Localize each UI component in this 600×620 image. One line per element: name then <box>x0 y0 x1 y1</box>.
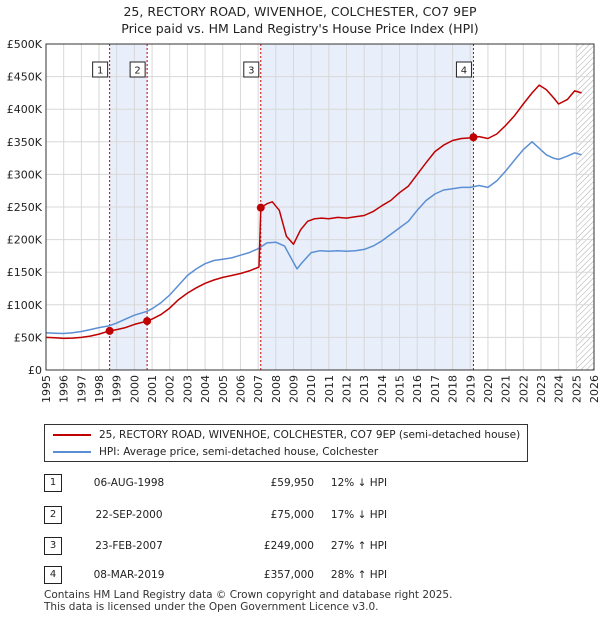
x-tick-label: 2016 <box>411 375 424 403</box>
x-tick-label: 2006 <box>234 375 247 403</box>
hpi-line <box>45 141 582 335</box>
x-tick-label: 1997 <box>75 375 88 403</box>
sale-badge <box>455 61 472 78</box>
transaction-price: £357,000 <box>263 569 314 581</box>
x-tick-label: 2012 <box>341 375 354 403</box>
sale-point <box>256 203 265 212</box>
sale-badge <box>129 61 146 78</box>
chart-title-line1: 25, RECTORY ROAD, WIVENHOE, COLCHESTER, … <box>123 4 477 19</box>
sale-badge-label: 1 <box>97 66 103 77</box>
legend-hpi-label: HPI: Average price, semi-detached house,… <box>99 446 379 458</box>
x-tick-label: 2008 <box>270 375 283 403</box>
x-tick-label: 1998 <box>93 375 106 403</box>
x-tick-label: 2019 <box>464 375 477 403</box>
transaction-price: £75,000 <box>270 509 314 521</box>
x-tick-label: 2018 <box>447 375 460 403</box>
transaction-date: 06-AUG-1998 <box>93 477 165 489</box>
sale-badge-label: 2 <box>134 66 140 77</box>
x-tick-label: 2010 <box>305 375 318 403</box>
transaction-hpi: 27% ↑ HPI <box>330 540 388 552</box>
x-tick-label: 2003 <box>181 375 194 403</box>
transaction-date: 23-FEB-2007 <box>95 540 163 552</box>
price-chart: £0 £50K £100K £150K £200K £250K £300K £350K £400… <box>7 38 600 403</box>
sale-badge-label: 3 <box>248 66 254 77</box>
x-tick-label: 2002 <box>164 375 177 403</box>
transaction-hpi: 12% ↓ HPI <box>330 477 388 489</box>
x-tick-label: 2004 <box>199 375 212 403</box>
x-tick-label: 2011 <box>323 375 336 403</box>
y-tick-label: £450K <box>7 71 43 84</box>
sale-point <box>143 317 152 326</box>
x-tick-label: 1999 <box>111 375 124 403</box>
legend-item-hpi: HPI: Average price, semi-detached house,… <box>53 444 378 460</box>
x-tick-label: 2005 <box>217 375 230 403</box>
legend-item-price: 25, RECTORY ROAD, WIVENHOE, COLCHESTER, … <box>53 427 520 443</box>
x-tick-label: 2020 <box>482 375 495 403</box>
chart-title: 25, RECTORY ROAD, WIVENHOE, COLCHESTER, … <box>0 3 600 37</box>
x-tick-label: 2001 <box>146 375 159 403</box>
x-tick-label: 2025 <box>570 375 583 403</box>
transaction-hpi: 28% ↑ HPI <box>330 569 388 581</box>
x-tick-label: 2007 <box>252 375 265 403</box>
footer-copyright: Contains HM Land Registry data © Crown c… <box>44 589 453 601</box>
transaction-date: 08-MAR-2019 <box>93 569 165 581</box>
transaction-date: 22-SEP-2000 <box>95 509 163 521</box>
x-tick-label: 2014 <box>376 375 389 403</box>
transaction-price: £249,000 <box>263 540 314 552</box>
x-tick-label: 1996 <box>58 375 71 403</box>
y-tick-label: £400K <box>7 103 43 116</box>
y-tick-label: £150K <box>7 266 43 279</box>
x-tick-label: 2024 <box>553 375 566 403</box>
x-tick-label: 2022 <box>517 375 530 403</box>
x-tick-label: 2015 <box>394 375 407 403</box>
transaction-row: 4 08-MAR-2019 £357,000 28% ↑ HPI <box>44 566 564 584</box>
x-tick-label: 2017 <box>429 375 442 403</box>
transaction-number: 4 <box>44 566 62 584</box>
transaction-row: 3 23-FEB-2007 £249,000 27% ↑ HPI <box>44 537 564 555</box>
transaction-number: 1 <box>44 474 62 492</box>
transaction-row: 2 22-SEP-2000 £75,000 17% ↓ HPI <box>44 506 564 524</box>
y-tick-label: £500K <box>7 38 43 51</box>
legend: 25, RECTORY ROAD, WIVENHOE, COLCHESTER, … <box>44 424 528 462</box>
x-tick-label: 2009 <box>287 375 300 403</box>
x-tick-label: 2026 <box>588 375 600 403</box>
transaction-hpi: 17% ↓ HPI <box>330 509 388 521</box>
y-tick-label: £50K <box>14 331 43 344</box>
y-tick-label: £0 <box>28 364 42 377</box>
sale-badge <box>92 61 109 78</box>
legend-hpi-swatch <box>53 451 91 453</box>
transaction-number: 3 <box>44 537 62 555</box>
x-tick-label: 2023 <box>535 375 548 403</box>
transaction-price: £59,950 <box>270 477 314 489</box>
y-tick-label: £350K <box>7 136 43 149</box>
x-tick-label: 1995 <box>40 375 53 403</box>
x-tick-label: 2013 <box>358 375 371 403</box>
sale-badge-label: 4 <box>461 66 467 77</box>
legend-price-label: 25, RECTORY ROAD, WIVENHOE, COLCHESTER, … <box>99 429 521 441</box>
y-tick-label: £300K <box>7 168 43 181</box>
chart-title-line2: Price paid vs. HM Land Registry's House … <box>121 21 479 36</box>
plot-border <box>45 43 595 371</box>
x-tick-label: 2000 <box>128 375 141 403</box>
sale-point <box>105 326 114 335</box>
y-tick-label: £200K <box>7 234 43 247</box>
y-tick-label: £250K <box>7 201 43 214</box>
y-tick-label: £100K <box>7 299 43 312</box>
transaction-row: 1 06-AUG-1998 £59,950 12% ↓ HPI <box>44 474 564 492</box>
footer-licence: This data is licensed under the Open Gov… <box>44 601 379 613</box>
footer: Contains HM Land Registry data © Crown c… <box>44 589 452 613</box>
legend-price-swatch <box>53 434 91 436</box>
transaction-number: 2 <box>44 506 62 524</box>
sale-badge <box>243 61 260 78</box>
sale-point <box>469 133 478 142</box>
x-tick-label: 2021 <box>500 375 513 403</box>
